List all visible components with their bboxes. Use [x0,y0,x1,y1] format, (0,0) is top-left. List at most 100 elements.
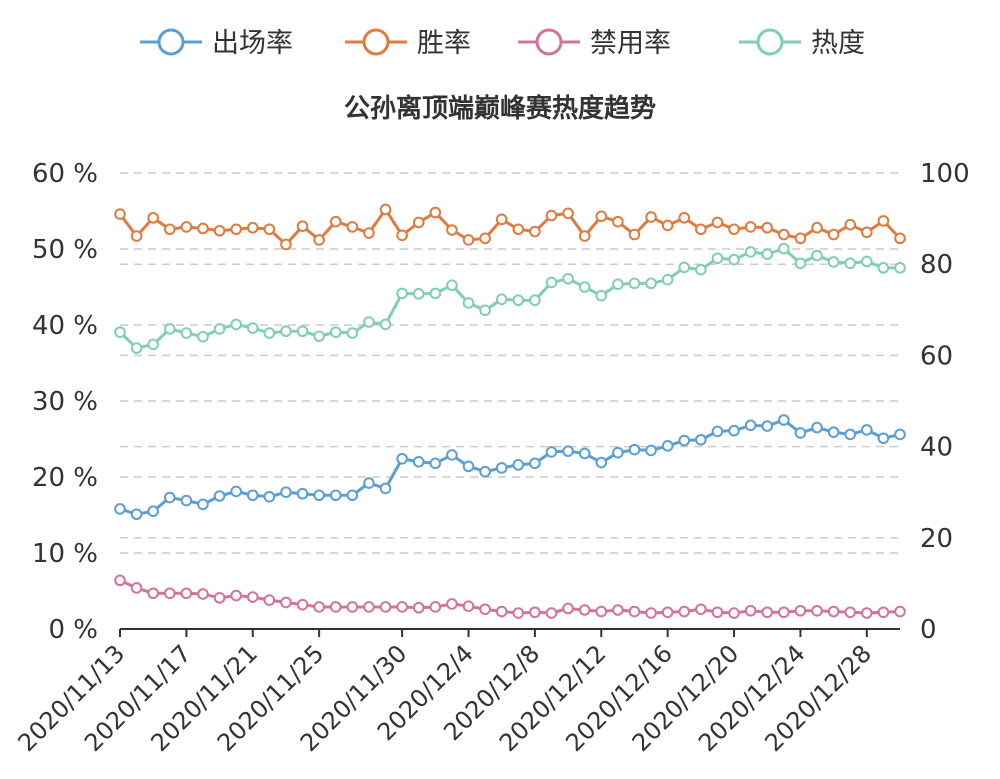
data-point[interactable] [379,482,392,495]
data-point[interactable] [545,276,558,289]
data-point[interactable] [296,325,309,338]
data-point[interactable] [811,221,823,234]
data-point[interactable] [446,224,458,236]
data-point[interactable] [313,489,325,502]
data-point[interactable] [711,252,724,265]
data-point[interactable] [877,432,890,445]
data-point[interactable] [213,490,226,502]
data-point[interactable] [363,316,375,328]
data-point[interactable] [180,327,193,339]
data-point[interactable] [147,338,159,351]
data-point[interactable] [130,508,143,521]
data-point[interactable] [711,606,724,619]
data-point[interactable] [827,228,840,241]
data-point[interactable] [363,601,375,613]
data-point[interactable] [197,222,209,235]
data-point[interactable] [861,607,873,619]
data-point[interactable] [147,212,159,224]
data-point[interactable] [246,322,259,334]
data-point[interactable] [462,234,475,246]
data-point[interactable] [728,223,740,236]
data-point[interactable] [612,446,624,459]
data-point[interactable] [595,605,608,618]
data-point[interactable] [661,219,674,232]
data-point[interactable] [163,223,176,236]
data-point[interactable] [263,327,276,339]
data-point[interactable] [529,294,541,307]
data-point[interactable] [778,242,790,255]
data-point[interactable] [827,426,840,438]
data-point[interactable] [163,491,176,504]
data-point[interactable] [114,574,126,587]
data-point[interactable] [429,287,442,300]
data-point[interactable] [280,596,292,609]
data-point[interactable] [263,594,276,606]
data-point[interactable] [877,262,890,274]
data-point[interactable] [512,294,525,307]
data-point[interactable] [246,221,259,234]
data-point[interactable] [778,228,790,241]
data-point[interactable] [180,494,193,507]
data-point[interactable] [744,604,757,617]
data-point[interactable] [114,326,126,338]
data-point[interactable] [678,605,691,618]
legend[interactable]: 出场率 胜率 禁用率 热度 [140,28,865,59]
data-point[interactable] [562,207,574,220]
data-point[interactable] [213,224,226,237]
data-point[interactable] [346,601,359,613]
data-point[interactable] [230,318,242,331]
data-point[interactable] [329,489,342,502]
data-point[interactable] [495,605,508,618]
data-point[interactable] [446,449,458,461]
data-point[interactable] [827,605,840,618]
data-point[interactable] [263,223,276,236]
data-point[interactable] [495,293,508,306]
legend-item[interactable]: 出场率 [140,28,293,59]
data-point[interactable] [645,607,657,619]
data-point[interactable] [894,232,906,245]
data-point[interactable] [861,424,873,436]
data-point[interactable] [628,443,641,456]
data-point[interactable] [728,424,740,437]
data-point[interactable] [695,223,707,236]
data-point[interactable] [661,606,674,619]
data-point[interactable] [612,604,624,616]
data-point[interactable] [744,221,757,233]
data-point[interactable] [130,342,143,354]
data-point[interactable] [379,203,392,216]
data-point[interactable] [612,278,624,291]
data-point[interactable] [329,601,342,613]
data-point[interactable] [396,229,408,242]
data-point[interactable] [346,221,359,233]
data-point[interactable] [280,238,292,251]
data-point[interactable] [695,263,707,276]
data-point[interactable] [661,440,674,452]
data-point[interactable] [562,602,574,615]
data-point[interactable] [728,607,740,619]
data-point[interactable] [794,257,807,270]
data-point[interactable] [163,587,176,600]
data-point[interactable] [479,603,491,616]
data-point[interactable] [761,420,774,432]
data-point[interactable] [313,330,325,343]
data-point[interactable] [263,490,276,503]
data-point[interactable] [778,414,790,426]
data-point[interactable] [197,498,209,511]
data-point[interactable] [578,447,591,460]
data-point[interactable] [363,477,375,489]
data-point[interactable] [346,327,359,339]
data-point[interactable] [695,433,707,446]
data-point[interactable] [562,272,574,285]
data-point[interactable] [296,220,309,232]
data-point[interactable] [894,605,906,618]
data-point[interactable] [114,208,126,220]
data-point[interactable] [462,460,475,473]
data-point[interactable] [363,227,375,239]
data-point[interactable] [379,318,392,331]
data-point[interactable] [462,297,475,309]
data-point[interactable] [512,223,525,236]
data-point[interactable] [512,459,525,471]
data-point[interactable] [296,487,309,500]
data-point[interactable] [861,226,873,239]
data-point[interactable] [844,606,857,619]
